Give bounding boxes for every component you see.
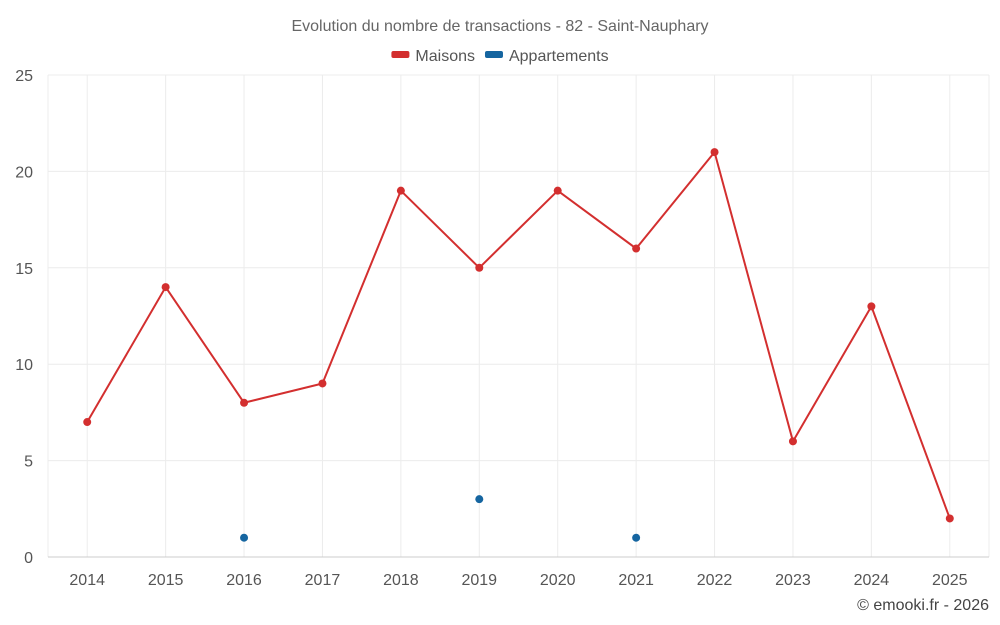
- data-point-maisons: [240, 398, 249, 407]
- data-point-appartements: [240, 533, 249, 542]
- series-appartements: [240, 495, 641, 542]
- legend-item-maisons[interactable]: Maisons: [391, 48, 475, 65]
- y-tick-label: 10: [15, 357, 33, 374]
- y-tick-label: 0: [24, 550, 33, 567]
- y-tick-label: 15: [15, 261, 33, 278]
- data-point-maisons: [396, 186, 405, 195]
- data-point-maisons: [161, 283, 170, 292]
- x-tick-label: 2019: [461, 572, 497, 589]
- legend-swatch-maisons: [391, 51, 410, 58]
- x-tick-label: 2017: [305, 572, 341, 589]
- legend-swatch-appartements: [484, 51, 503, 58]
- x-tick-label: 2015: [148, 572, 184, 589]
- chart-title: Evolution du nombre de transactions - 82…: [291, 18, 708, 35]
- credit-text: © emooki.fr - 2026: [857, 597, 989, 614]
- y-tick-label: 5: [24, 454, 33, 471]
- x-tick-label: 2024: [854, 572, 890, 589]
- series-maisons: [83, 148, 954, 523]
- data-point-maisons: [710, 148, 719, 157]
- data-point-appartements: [475, 495, 484, 504]
- legend[interactable]: Maisons Appartements: [391, 48, 609, 65]
- data-point-maisons: [945, 514, 954, 523]
- series-line-maisons: [86, 151, 951, 519]
- x-tick-label: 2022: [697, 572, 733, 589]
- x-tick-label: 2025: [932, 572, 968, 589]
- data-point-maisons: [867, 302, 876, 311]
- data-point-maisons: [83, 418, 92, 427]
- data-point-maisons: [553, 186, 562, 195]
- series-layer: [83, 148, 954, 542]
- x-tick-label: 2020: [540, 572, 576, 589]
- data-point-maisons: [318, 379, 327, 388]
- legend-item-appartements[interactable]: Appartements: [484, 48, 609, 65]
- data-point-maisons: [632, 244, 641, 253]
- x-tick-label: 2021: [618, 572, 654, 589]
- legend-label-appartements: Appartements: [509, 48, 609, 65]
- data-point-maisons: [475, 263, 484, 272]
- data-point-maisons: [788, 437, 797, 446]
- x-tick-label: 2023: [775, 572, 811, 589]
- x-tick-label: 2016: [226, 572, 262, 589]
- legend-label-maisons: Maisons: [415, 48, 475, 65]
- data-point-appartements: [632, 533, 641, 542]
- y-tick-label: 20: [15, 164, 33, 181]
- x-tick-label: 2014: [69, 572, 105, 589]
- x-tick-label: 2018: [383, 572, 419, 589]
- grid: [47, 74, 990, 557]
- y-tick-label: 25: [15, 68, 33, 85]
